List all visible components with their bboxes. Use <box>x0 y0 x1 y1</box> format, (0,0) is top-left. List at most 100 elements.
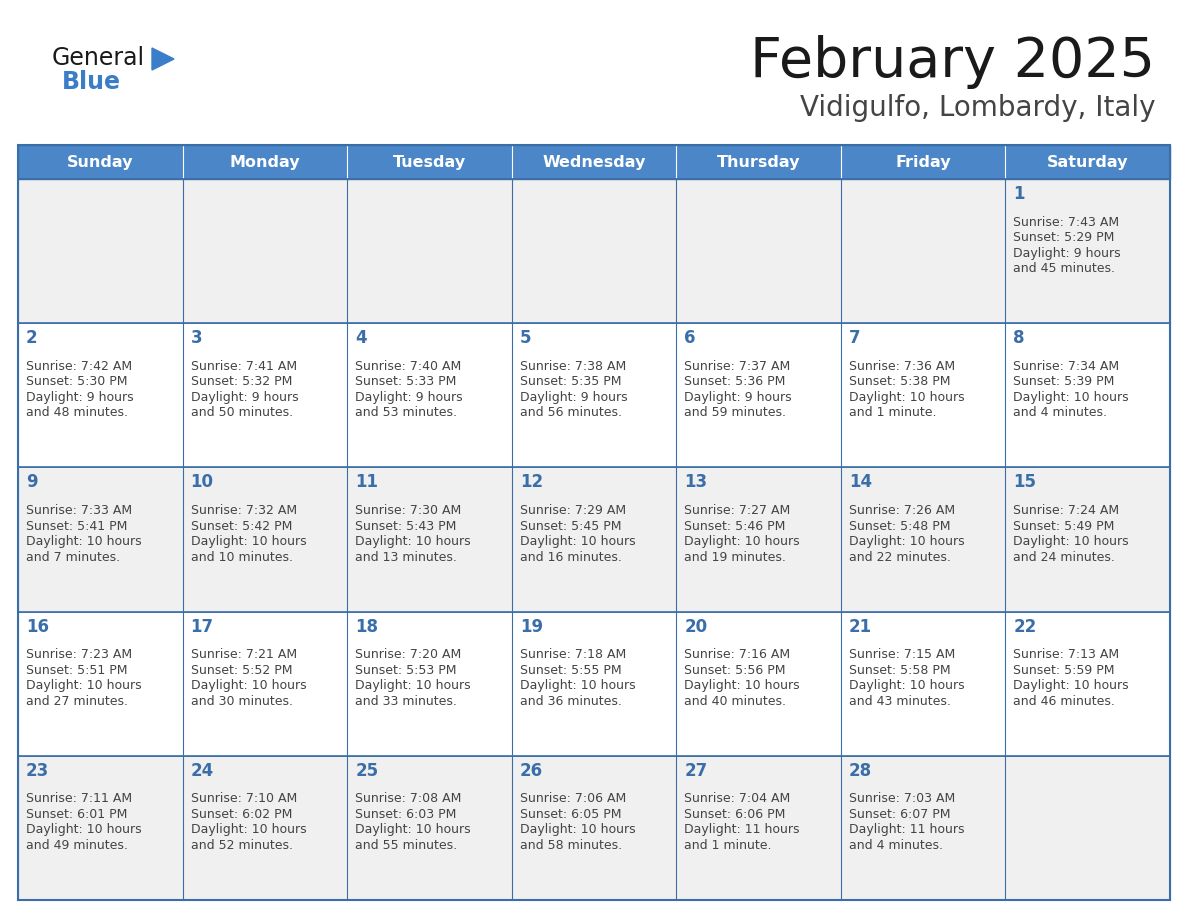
Text: Sunrise: 7:23 AM: Sunrise: 7:23 AM <box>26 648 132 661</box>
Text: and 30 minutes.: and 30 minutes. <box>190 695 292 708</box>
Text: Daylight: 10 hours: Daylight: 10 hours <box>849 535 965 548</box>
Text: Sunset: 5:43 PM: Sunset: 5:43 PM <box>355 520 456 532</box>
Text: Daylight: 10 hours: Daylight: 10 hours <box>26 823 141 836</box>
Text: Vidigulfo, Lombardy, Italy: Vidigulfo, Lombardy, Italy <box>800 94 1155 122</box>
Text: 16: 16 <box>26 618 49 635</box>
Text: Sunset: 5:38 PM: Sunset: 5:38 PM <box>849 375 950 388</box>
Text: Daylight: 10 hours: Daylight: 10 hours <box>355 679 470 692</box>
Text: Sunrise: 7:38 AM: Sunrise: 7:38 AM <box>519 360 626 373</box>
Text: Sunset: 5:35 PM: Sunset: 5:35 PM <box>519 375 621 388</box>
Text: Sunset: 6:01 PM: Sunset: 6:01 PM <box>26 808 127 821</box>
Text: Sunset: 5:39 PM: Sunset: 5:39 PM <box>1013 375 1114 388</box>
Bar <box>676 179 841 323</box>
Text: Sunset: 5:52 PM: Sunset: 5:52 PM <box>190 664 292 677</box>
Text: 17: 17 <box>190 618 214 635</box>
Text: Daylight: 11 hours: Daylight: 11 hours <box>684 823 800 836</box>
Text: 4: 4 <box>355 330 367 347</box>
Text: Sunrise: 7:32 AM: Sunrise: 7:32 AM <box>190 504 297 517</box>
Text: Sunrise: 7:41 AM: Sunrise: 7:41 AM <box>190 360 297 373</box>
Bar <box>841 145 1005 179</box>
Bar <box>183 756 347 900</box>
Text: Daylight: 9 hours: Daylight: 9 hours <box>26 391 133 404</box>
Text: Tuesday: Tuesday <box>393 154 466 170</box>
Bar <box>841 179 1005 323</box>
Text: and 22 minutes.: and 22 minutes. <box>849 551 950 564</box>
Text: 19: 19 <box>519 618 543 635</box>
Text: 22: 22 <box>1013 618 1037 635</box>
Bar <box>183 145 347 179</box>
Text: and 33 minutes.: and 33 minutes. <box>355 695 457 708</box>
Bar <box>676 323 841 467</box>
Text: and 50 minutes.: and 50 minutes. <box>190 407 292 420</box>
Text: and 43 minutes.: and 43 minutes. <box>849 695 950 708</box>
Bar <box>512 323 676 467</box>
Text: and 4 minutes.: and 4 minutes. <box>1013 407 1107 420</box>
Text: 7: 7 <box>849 330 860 347</box>
Bar <box>841 323 1005 467</box>
Text: 21: 21 <box>849 618 872 635</box>
Bar <box>512 611 676 756</box>
Text: Daylight: 10 hours: Daylight: 10 hours <box>1013 535 1129 548</box>
Text: Sunset: 5:32 PM: Sunset: 5:32 PM <box>190 375 292 388</box>
Text: Sunset: 5:45 PM: Sunset: 5:45 PM <box>519 520 621 532</box>
Text: Sunset: 6:05 PM: Sunset: 6:05 PM <box>519 808 621 821</box>
Text: Sunrise: 7:29 AM: Sunrise: 7:29 AM <box>519 504 626 517</box>
Bar <box>1005 323 1170 467</box>
Text: and 52 minutes.: and 52 minutes. <box>190 839 292 852</box>
Text: Daylight: 10 hours: Daylight: 10 hours <box>190 535 307 548</box>
Text: 18: 18 <box>355 618 378 635</box>
Text: Sunrise: 7:33 AM: Sunrise: 7:33 AM <box>26 504 132 517</box>
Text: Sunrise: 7:20 AM: Sunrise: 7:20 AM <box>355 648 461 661</box>
Bar <box>1005 467 1170 611</box>
Text: Sunset: 5:53 PM: Sunset: 5:53 PM <box>355 664 456 677</box>
Text: Daylight: 9 hours: Daylight: 9 hours <box>355 391 463 404</box>
Text: Sunrise: 7:16 AM: Sunrise: 7:16 AM <box>684 648 790 661</box>
Bar <box>347 145 512 179</box>
Bar <box>347 179 512 323</box>
Text: Sunrise: 7:36 AM: Sunrise: 7:36 AM <box>849 360 955 373</box>
Text: Sunrise: 7:03 AM: Sunrise: 7:03 AM <box>849 792 955 805</box>
Text: and 10 minutes.: and 10 minutes. <box>190 551 292 564</box>
Bar <box>183 611 347 756</box>
Text: Daylight: 9 hours: Daylight: 9 hours <box>519 391 627 404</box>
Bar <box>18 145 183 179</box>
Text: Daylight: 10 hours: Daylight: 10 hours <box>519 679 636 692</box>
Text: Sunrise: 7:27 AM: Sunrise: 7:27 AM <box>684 504 790 517</box>
Text: and 1 minute.: and 1 minute. <box>684 839 772 852</box>
Text: Sunrise: 7:43 AM: Sunrise: 7:43 AM <box>1013 216 1119 229</box>
Text: Daylight: 10 hours: Daylight: 10 hours <box>1013 391 1129 404</box>
Text: Sunset: 6:07 PM: Sunset: 6:07 PM <box>849 808 950 821</box>
Text: Sunrise: 7:18 AM: Sunrise: 7:18 AM <box>519 648 626 661</box>
Text: Sunset: 5:59 PM: Sunset: 5:59 PM <box>1013 664 1114 677</box>
Text: Sunset: 5:29 PM: Sunset: 5:29 PM <box>1013 231 1114 244</box>
Bar <box>841 756 1005 900</box>
Bar <box>183 179 347 323</box>
Text: Daylight: 10 hours: Daylight: 10 hours <box>519 535 636 548</box>
Text: Saturday: Saturday <box>1047 154 1129 170</box>
Text: 27: 27 <box>684 762 708 779</box>
Bar <box>347 756 512 900</box>
Text: 1: 1 <box>1013 185 1025 203</box>
Text: and 46 minutes.: and 46 minutes. <box>1013 695 1116 708</box>
Text: Daylight: 9 hours: Daylight: 9 hours <box>190 391 298 404</box>
Text: and 13 minutes.: and 13 minutes. <box>355 551 457 564</box>
Text: and 1 minute.: and 1 minute. <box>849 407 936 420</box>
Bar <box>512 145 676 179</box>
Text: Sunset: 5:46 PM: Sunset: 5:46 PM <box>684 520 785 532</box>
Bar <box>183 323 347 467</box>
Text: Sunset: 5:56 PM: Sunset: 5:56 PM <box>684 664 785 677</box>
Text: Sunrise: 7:37 AM: Sunrise: 7:37 AM <box>684 360 790 373</box>
Text: and 36 minutes.: and 36 minutes. <box>519 695 621 708</box>
Text: Sunrise: 7:11 AM: Sunrise: 7:11 AM <box>26 792 132 805</box>
Bar <box>512 179 676 323</box>
Text: 13: 13 <box>684 474 707 491</box>
Text: 14: 14 <box>849 474 872 491</box>
Text: 6: 6 <box>684 330 696 347</box>
Text: Daylight: 9 hours: Daylight: 9 hours <box>684 391 792 404</box>
Text: Daylight: 10 hours: Daylight: 10 hours <box>355 535 470 548</box>
Text: Daylight: 10 hours: Daylight: 10 hours <box>190 823 307 836</box>
Text: Sunrise: 7:21 AM: Sunrise: 7:21 AM <box>190 648 297 661</box>
Text: Daylight: 10 hours: Daylight: 10 hours <box>684 535 800 548</box>
Text: Daylight: 10 hours: Daylight: 10 hours <box>1013 679 1129 692</box>
Bar <box>18 323 183 467</box>
